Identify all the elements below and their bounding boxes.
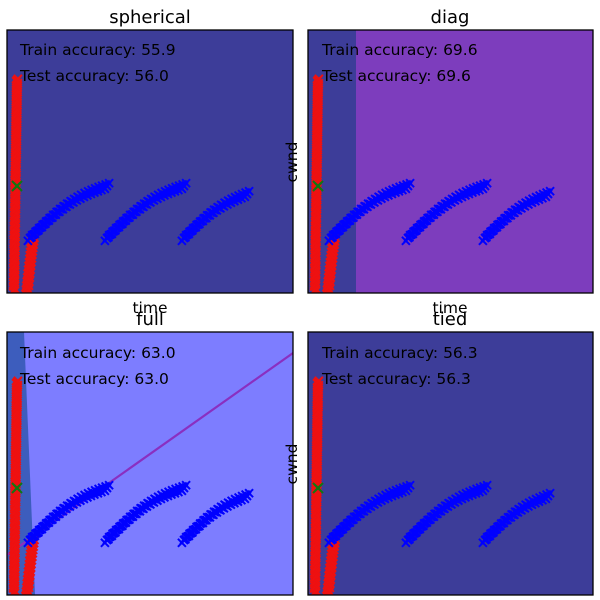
panel-title: diag — [431, 7, 470, 28]
train-accuracy-text: Train accuracy: 55.9 — [19, 41, 176, 59]
blue-point — [181, 178, 191, 188]
panel-diag: diag Train accuracy: 69.6 Test accuracy:… — [283, 7, 594, 317]
panel-title: tied — [433, 309, 468, 330]
plot-frame — [6, 331, 294, 596]
test-accuracy-text: Test accuracy: 63.0 — [19, 370, 169, 388]
y-axis-label: cwnd — [283, 142, 301, 183]
blue-point — [104, 480, 114, 490]
green-point — [314, 484, 322, 492]
test-accuracy-text: Test accuracy: 69.6 — [321, 67, 471, 85]
train-accuracy-text: Train accuracy: 69.6 — [321, 41, 478, 59]
blue-point — [405, 178, 415, 188]
blue-point — [405, 480, 415, 490]
red-point — [314, 376, 324, 386]
x-axis-label: time — [432, 299, 467, 317]
data-layer — [309, 74, 555, 293]
test-accuracy-text: Test accuracy: 56.0 — [19, 67, 169, 85]
green-point — [314, 182, 322, 190]
blue-point — [104, 178, 114, 188]
panel-tied: tied Train accuracy: 56.3 Test accuracy:… — [283, 309, 594, 596]
plot-frame — [6, 29, 294, 294]
red-point — [13, 376, 23, 386]
blue-point — [181, 480, 191, 490]
blue-point — [482, 178, 492, 188]
plot-frame — [307, 331, 594, 596]
panel-spherical: spherical Train accuracy: 55.9 Test accu… — [6, 7, 294, 317]
data-layer — [309, 376, 555, 595]
blue-point — [545, 186, 555, 196]
panel-title: full — [136, 309, 164, 330]
plot-frame — [307, 29, 594, 294]
plot-background — [308, 332, 593, 595]
test-accuracy-text: Test accuracy: 56.3 — [321, 370, 471, 388]
red-point — [13, 74, 23, 84]
blue-point — [545, 488, 555, 498]
panel-title: spherical — [109, 7, 191, 28]
train-accuracy-text: Train accuracy: 56.3 — [321, 344, 478, 362]
decision-region — [356, 30, 593, 293]
blue-point — [244, 488, 254, 498]
plot-background — [7, 332, 293, 595]
train-accuracy-text: Train accuracy: 63.0 — [19, 344, 176, 362]
green-point — [13, 484, 21, 492]
x-axis-label: time — [132, 299, 167, 317]
blue-point — [482, 480, 492, 490]
plot-background — [7, 30, 293, 293]
blue-point — [244, 186, 254, 196]
red-point — [314, 74, 324, 84]
data-layer — [8, 74, 254, 293]
y-axis-label: cwnd — [283, 444, 301, 485]
data-layer — [8, 376, 254, 595]
green-point — [13, 182, 21, 190]
panel-full: full Train accuracy: 63.0 Test accuracy:… — [6, 309, 294, 596]
